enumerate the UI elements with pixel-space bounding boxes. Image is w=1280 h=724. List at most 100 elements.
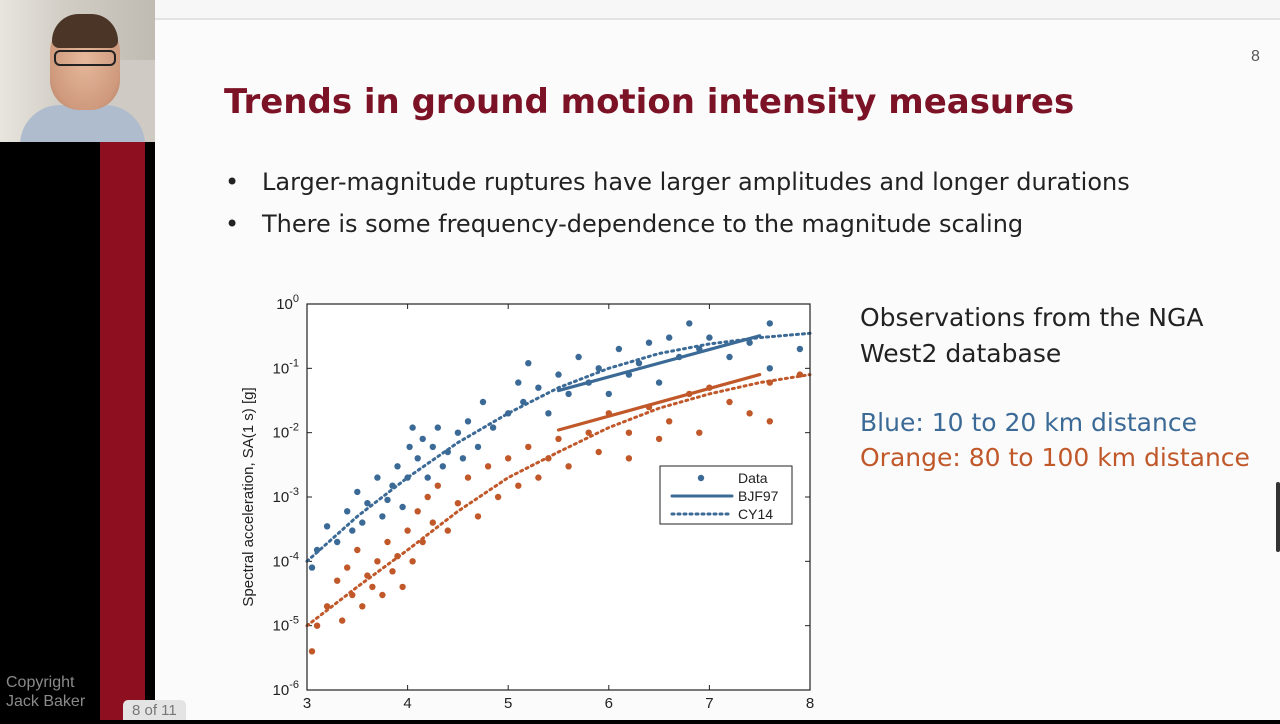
bullet-item: Larger-magnitude ruptures have larger am… <box>225 165 1130 207</box>
data-point <box>454 500 462 507</box>
data-point <box>766 418 773 425</box>
data-point <box>374 558 381 565</box>
data-point <box>595 448 602 456</box>
magnitude-scatter-chart: 3 4 5 6 7 8 100 10-1 10-2 10-3 10-4 10-5 10-6 Data BJF… <box>225 280 835 724</box>
data-point <box>666 334 673 341</box>
data-point <box>515 482 522 489</box>
bullet-list: Larger-magnitude ruptures have larger am… <box>225 165 1130 249</box>
data-point <box>359 603 366 610</box>
data-point <box>414 455 421 462</box>
data-point <box>349 527 356 534</box>
data-point <box>344 508 351 515</box>
data-point <box>605 390 612 398</box>
data-point <box>434 482 441 489</box>
slide-top-strip <box>155 0 1280 20</box>
data-point <box>635 360 643 367</box>
data-point <box>686 320 693 327</box>
data-point <box>359 519 366 526</box>
slide-canvas: 8 Trends in ground motion intensity meas… <box>155 0 1280 724</box>
data-point <box>464 474 472 481</box>
data-point <box>424 474 431 481</box>
scrollbar-thumb[interactable] <box>1276 482 1280 552</box>
legend-label: BJF97 <box>738 488 779 504</box>
data-point <box>565 463 572 470</box>
x-tick-label: 5 <box>504 695 512 712</box>
data-point <box>409 558 416 565</box>
bullet-item: There is some frequency-dependence to th… <box>225 207 1130 249</box>
data-point <box>364 500 371 507</box>
data-point <box>313 622 321 629</box>
presenter-webcam <box>0 0 155 142</box>
x-tick-label: 4 <box>403 695 411 712</box>
presenter-hair <box>52 14 118 48</box>
data-point <box>334 538 341 546</box>
data-point <box>406 443 413 451</box>
x-tick-label: 3 <box>303 695 311 712</box>
data-point <box>474 513 482 520</box>
data-point <box>429 519 436 526</box>
presenter-shirt <box>20 105 145 142</box>
data-point <box>399 503 406 511</box>
copyright-notice: Copyright Jack Baker <box>6 673 101 711</box>
data-point <box>344 564 351 571</box>
data-point <box>494 493 502 501</box>
data-point <box>323 603 331 610</box>
data-point <box>555 435 562 443</box>
data-point <box>379 591 386 599</box>
blue-distance-note: Blue: 10 to 20 km distance <box>860 408 1197 437</box>
legend-marker-data <box>697 474 705 482</box>
legend-label: Data <box>738 470 768 486</box>
data-point <box>414 508 421 515</box>
data-point <box>384 538 391 546</box>
data-point <box>369 583 376 591</box>
data-point <box>409 424 416 431</box>
data-point <box>585 429 592 436</box>
data-point <box>766 365 773 372</box>
x-tick-label: 6 <box>605 695 613 712</box>
data-point <box>726 353 733 361</box>
data-point <box>625 455 633 462</box>
accent-red-bar <box>100 142 145 720</box>
copyright-line-2: Jack Baker <box>6 693 86 710</box>
data-point <box>489 424 497 431</box>
data-point <box>535 384 542 391</box>
data-point <box>645 339 653 346</box>
data-point <box>525 443 532 451</box>
data-point <box>334 577 341 584</box>
data-point <box>479 398 487 406</box>
data-point <box>726 398 733 406</box>
data-point <box>535 474 542 481</box>
data-point <box>379 513 386 520</box>
data-point <box>595 365 602 372</box>
data-point <box>399 583 406 591</box>
data-point <box>394 463 401 470</box>
series-line-cy14 <box>305 331 812 563</box>
data-point <box>339 617 346 624</box>
data-point <box>484 463 492 470</box>
data-point <box>666 418 673 425</box>
data-point <box>374 474 381 481</box>
data-point <box>625 429 633 436</box>
y-tick-label: 10-2 <box>273 422 299 442</box>
series-line-bjf97 <box>556 334 762 393</box>
y-tick-label: 100 <box>276 293 299 313</box>
data-point <box>746 410 753 417</box>
data-point <box>746 339 753 346</box>
data-point <box>655 435 663 443</box>
y-axis-label: Spectral acceleration, SA(1 s) [g] <box>240 387 257 606</box>
data-point <box>419 538 426 546</box>
slide-counter[interactable]: 8 of 11 <box>123 700 186 720</box>
data-point <box>575 353 582 361</box>
observations-line-2: West2 database <box>860 339 1062 368</box>
orange-distance-note: Orange: 80 to 100 km distance <box>860 443 1250 472</box>
data-point <box>766 320 773 327</box>
x-tick-label: 8 <box>806 695 814 712</box>
data-point <box>796 345 804 353</box>
presenter-glasses <box>54 50 116 66</box>
data-point <box>439 463 446 470</box>
data-point <box>354 546 361 554</box>
y-tick-label: 10-5 <box>273 615 299 635</box>
plot-frame <box>306 303 811 691</box>
y-tick-label: 10-3 <box>273 486 299 506</box>
data-point <box>308 564 316 571</box>
